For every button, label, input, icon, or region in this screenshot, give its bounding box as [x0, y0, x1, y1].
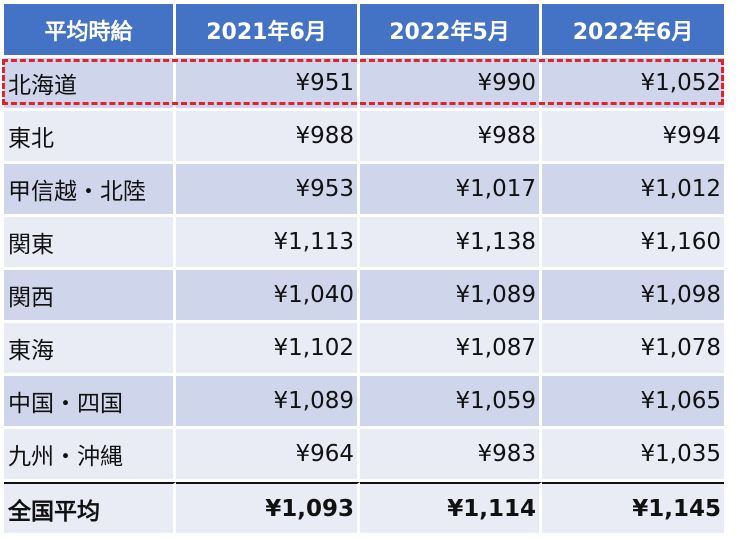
table-row: 関西 ¥1,040 ¥1,089 ¥1,098: [4, 270, 724, 323]
header-column-2021-06: 2021年6月: [176, 4, 360, 58]
region-cell: 東北: [4, 111, 176, 164]
value-cell: ¥994: [542, 111, 724, 164]
table-row: 東北 ¥988 ¥988 ¥994: [4, 111, 724, 164]
value-cell: ¥988: [360, 111, 542, 164]
value-cell: ¥1,087: [360, 323, 542, 376]
value-cell: ¥1,035: [542, 429, 724, 482]
value-cell: ¥1,098: [542, 270, 724, 323]
value-cell: ¥1,102: [176, 323, 360, 376]
table-row: 関東 ¥1,113 ¥1,138 ¥1,160: [4, 217, 724, 270]
value-cell: ¥1,065: [542, 376, 724, 429]
value-cell: ¥1,012: [542, 164, 724, 217]
header-column-2022-05: 2022年5月: [360, 4, 542, 58]
region-cell: 九州・沖縄: [4, 429, 176, 482]
total-value-cell: ¥1,114: [360, 482, 542, 536]
value-cell: ¥964: [176, 429, 360, 482]
header-column-2022-06: 2022年6月: [542, 4, 724, 58]
value-cell: ¥1,052: [542, 58, 724, 111]
value-cell: ¥953: [176, 164, 360, 217]
value-cell: ¥1,017: [360, 164, 542, 217]
value-cell: ¥1,078: [542, 323, 724, 376]
region-cell: 甲信越・北陸: [4, 164, 176, 217]
value-cell: ¥983: [360, 429, 542, 482]
total-label-cell: 全国平均: [4, 482, 176, 536]
value-cell: ¥990: [360, 58, 542, 111]
table-row: 九州・沖縄 ¥964 ¥983 ¥1,035: [4, 429, 724, 482]
table-row: 北海道 ¥951 ¥990 ¥1,052: [4, 58, 724, 111]
value-cell: ¥1,089: [360, 270, 542, 323]
hourly-wage-table: 平均時給 2021年6月 2022年5月 2022年6月 北海道 ¥951 ¥9…: [4, 4, 724, 536]
value-cell: ¥951: [176, 58, 360, 111]
total-value-cell: ¥1,093: [176, 482, 360, 536]
region-cell: 関東: [4, 217, 176, 270]
region-cell: 中国・四国: [4, 376, 176, 429]
table-row: 中国・四国 ¥1,089 ¥1,059 ¥1,065: [4, 376, 724, 429]
total-row: 全国平均 ¥1,093 ¥1,114 ¥1,145: [4, 482, 724, 536]
value-cell: ¥1,138: [360, 217, 542, 270]
header-row: 平均時給 2021年6月 2022年5月 2022年6月: [4, 4, 724, 58]
region-cell: 関西: [4, 270, 176, 323]
table-row: 東海 ¥1,102 ¥1,087 ¥1,078: [4, 323, 724, 376]
value-cell: ¥1,059: [360, 376, 542, 429]
value-cell: ¥1,113: [176, 217, 360, 270]
value-cell: ¥988: [176, 111, 360, 164]
header-label: 平均時給: [4, 4, 176, 58]
region-cell: 北海道: [4, 58, 176, 111]
value-cell: ¥1,040: [176, 270, 360, 323]
value-cell: ¥1,160: [542, 217, 724, 270]
table-row: 甲信越・北陸 ¥953 ¥1,017 ¥1,012: [4, 164, 724, 217]
value-cell: ¥1,089: [176, 376, 360, 429]
total-value-cell: ¥1,145: [542, 482, 724, 536]
region-cell: 東海: [4, 323, 176, 376]
